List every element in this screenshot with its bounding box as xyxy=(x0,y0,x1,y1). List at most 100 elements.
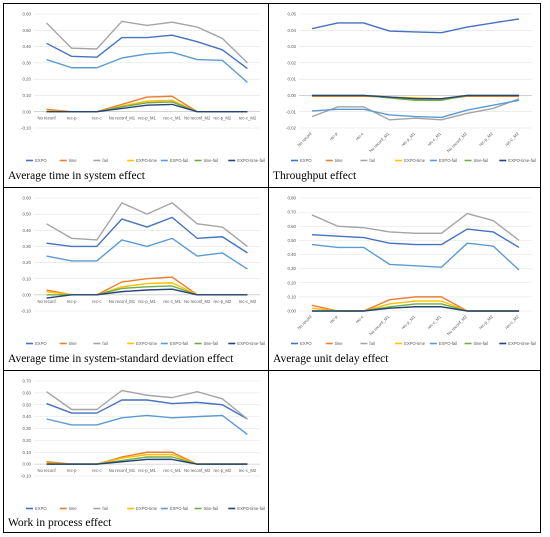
y-tick-label: 0.80 xyxy=(287,196,296,201)
caption-throughput: Throughput effect xyxy=(273,170,357,182)
y-tick-label: 0.05 xyxy=(287,12,296,17)
x-tick-label: No reconf xyxy=(37,299,56,304)
caption-average-time-std-dev: Average time in system-standard deviatio… xyxy=(8,353,234,365)
legend-label-fail: fail xyxy=(369,158,374,163)
grid-divider-row2 xyxy=(4,370,540,371)
x-tick-label: No reconf_M1 xyxy=(368,131,391,154)
legend-label-expo-fail: EXPO-fail xyxy=(170,341,188,346)
series-line-expo-time xyxy=(311,300,520,312)
y-tick-label: 0.60 xyxy=(22,12,31,17)
series-line-expo-fail xyxy=(311,242,520,271)
series-line-time-fail xyxy=(46,456,248,465)
grid-divider-row1 xyxy=(4,187,540,188)
y-tick-label: 0.30 xyxy=(22,60,31,65)
x-tick-label: rec-p_M2 xyxy=(478,314,495,331)
x-tick-label: No reconf_M2 xyxy=(184,468,211,473)
legend-label-expo-time-fail: EXPO-time-fail xyxy=(508,341,536,346)
x-tick-label: rec-p xyxy=(67,116,77,121)
y-tick-label: 0.00 xyxy=(22,462,31,467)
legend-label-expo: EXPO xyxy=(35,158,47,163)
legend-label-expo-time: EXPO-time xyxy=(404,158,426,163)
y-tick-label: 0.50 xyxy=(22,402,31,407)
x-tick-label: No reconf xyxy=(37,468,56,473)
y-tick-label: 0.50 xyxy=(22,212,31,217)
y-tick-label: 0.03 xyxy=(287,44,296,49)
y-tick-label: -0.10 xyxy=(21,126,32,131)
legend-label-fail: fail xyxy=(369,341,374,346)
x-tick-label: rec-c xyxy=(92,468,101,473)
x-tick-label: No reconf_M1 xyxy=(109,468,136,473)
legend-label-time: time xyxy=(335,158,344,163)
legend-label-time-fail: time-fail xyxy=(474,341,489,346)
x-tick-label: No reconf_M1 xyxy=(368,314,391,337)
x-tick-label: rec-c_M1 xyxy=(426,131,442,147)
series-line-expo-time xyxy=(46,99,248,113)
y-tick-label: 0.30 xyxy=(22,244,31,249)
x-tick-label: rec-p_M2 xyxy=(213,116,231,121)
series-line-time xyxy=(46,95,248,113)
legend-label-expo: EXPO xyxy=(35,341,47,346)
x-tick-label: No reconf_M1 xyxy=(109,299,136,304)
y-tick-label: -0.01 xyxy=(286,109,297,114)
y-tick-label: 0.60 xyxy=(287,224,296,229)
x-tick-label: No reconf_M2 xyxy=(446,314,469,337)
panel-throughput: -0.02 -0.01 0.00 0.01 0.02 0.03 0.04 0.05 No rec… xyxy=(269,4,540,187)
x-tick-label: rec-c_M2 xyxy=(239,299,257,304)
x-tick-label: rec-c_M1 xyxy=(163,468,181,473)
chart-work-in-process: -0.10 0.00 0.10 0.20 0.30 0.40 0.50 0.60 0.70 No … xyxy=(21,379,265,511)
legend-label-expo-time-fail: EXPO-time-fail xyxy=(237,341,265,346)
legend-label-expo-time: EXPO-time xyxy=(136,158,158,163)
series-line-fail xyxy=(46,389,248,420)
x-tick-label: rec-c_M1 xyxy=(163,299,181,304)
series-line-expo xyxy=(46,399,248,420)
series-line-time-fail xyxy=(311,303,520,312)
x-tick-label: rec-c_M2 xyxy=(504,314,520,330)
series-line-expo-time-fail xyxy=(46,458,248,465)
x-tick-label: rec-p_M2 xyxy=(213,299,231,304)
series-line-expo xyxy=(46,34,248,70)
x-tick-label: rec-p xyxy=(328,314,339,325)
legend-label-fail: fail xyxy=(102,341,107,346)
x-tick-label: No reconf_M2 xyxy=(184,116,211,121)
x-tick-label: rec-p xyxy=(328,131,339,142)
legend-label-expo: EXPO xyxy=(300,341,312,346)
x-tick-label: rec-p_M1 xyxy=(138,299,156,304)
y-tick-label: -0.10 xyxy=(21,474,32,479)
series-line-expo-time-fail xyxy=(311,94,520,100)
series-line-fail xyxy=(46,20,248,64)
x-tick-label: rec-c_M1 xyxy=(163,116,181,121)
panel-average-time-std-dev: -0.10 0.00 0.10 0.20 0.30 0.40 0.50 0.60 No reco… xyxy=(4,188,268,370)
x-tick-label: rec-p xyxy=(67,468,77,473)
y-tick-label: 0.10 xyxy=(22,450,31,455)
series-line-expo-fail xyxy=(46,51,248,83)
x-tick-label: rec-c xyxy=(354,131,364,141)
legend-label-expo-fail: EXPO-fail xyxy=(439,341,457,346)
caption-average-unit-delay: Average unit delay effect xyxy=(273,353,389,365)
y-tick-label: 0.60 xyxy=(22,196,31,201)
legend-label-expo-time: EXPO-time xyxy=(136,341,158,346)
x-tick-label: No reconf xyxy=(37,116,56,121)
series-line-time-fail xyxy=(46,101,248,113)
y-tick-label: 0.20 xyxy=(22,77,31,82)
series-line-expo-time-fail xyxy=(46,103,248,113)
x-tick-label: No reconf xyxy=(296,131,313,148)
x-tick-label: rec-p_M1 xyxy=(400,314,417,331)
legend-label-expo-fail: EXPO-fail xyxy=(170,506,188,511)
legend-label-expo-time-fail: EXPO-time-fail xyxy=(237,506,265,511)
x-tick-label: rec-p_M2 xyxy=(213,468,231,473)
legend-label-time-fail: time-fail xyxy=(204,506,219,511)
series-line-expo-time-fail xyxy=(311,306,520,312)
legend-label-expo-fail: EXPO-fail xyxy=(439,158,457,163)
legend-label-fail: fail xyxy=(102,506,107,511)
series-line-expo-time xyxy=(46,282,248,296)
caption-work-in-process: Work in process effect xyxy=(8,517,112,529)
x-tick-label: rec-c xyxy=(92,299,101,304)
legend-label-time-fail: time-fail xyxy=(474,158,489,163)
y-tick-label: 0.30 xyxy=(22,426,31,431)
y-tick-label: 0.10 xyxy=(287,294,296,299)
series-line-expo-fail xyxy=(311,99,520,119)
figure-grid: -0.10 0.00 0.10 0.20 0.30 0.40 0.50 0.60 No reco… xyxy=(3,3,541,533)
y-tick-label: 0.40 xyxy=(287,252,296,257)
panel-work-in-process: -0.10 0.00 0.10 0.20 0.30 0.40 0.50 0.60 0.70 No … xyxy=(4,371,268,532)
x-tick-label: rec-c_M1 xyxy=(426,314,442,330)
